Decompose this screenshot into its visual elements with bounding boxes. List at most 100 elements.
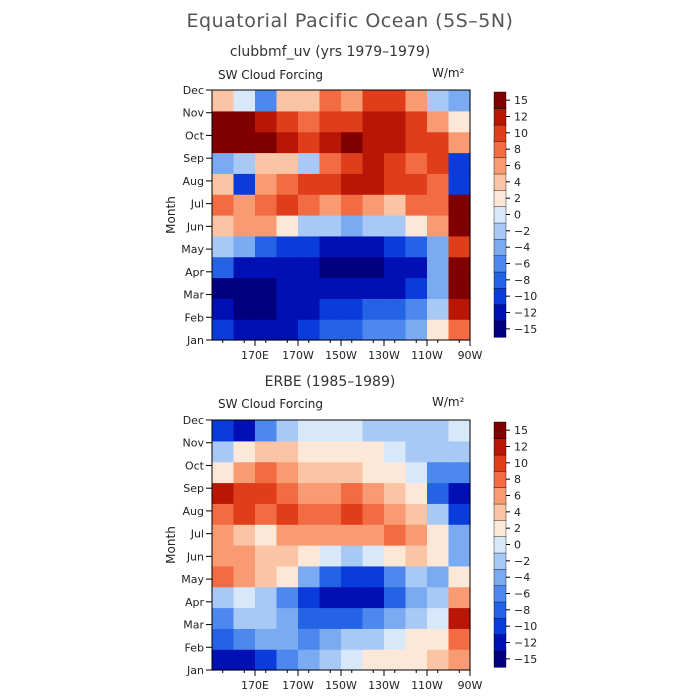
panel-1-cell xyxy=(405,194,428,216)
panel-1-cell xyxy=(319,152,342,174)
panel-1-x-tick-label: 130W xyxy=(368,349,400,362)
panel-2-cell xyxy=(448,440,471,463)
panel-2-cell xyxy=(319,649,342,671)
panel-2-cell xyxy=(276,482,299,504)
panel-1-cell xyxy=(276,215,299,237)
panel-1-cell xyxy=(276,90,299,112)
panel-1-cell xyxy=(233,152,256,174)
panel-2-cell xyxy=(448,482,471,504)
panel-2-cell xyxy=(319,545,342,567)
panel-2-y-tick-label: Dec xyxy=(183,414,204,427)
panel-2-colorbar-label: 4 xyxy=(514,506,521,519)
panel-2-colorbar-segment xyxy=(493,519,507,537)
panel-2-cell xyxy=(276,545,299,567)
panel-1-cell xyxy=(384,110,407,133)
panel-1-cell xyxy=(362,298,385,320)
panel-2-cell xyxy=(384,482,407,504)
panel-1-colorbar-segment xyxy=(493,255,507,273)
panel-1-cell xyxy=(448,319,471,341)
panel-1-cell xyxy=(448,90,471,112)
panel-1-cell xyxy=(384,235,407,258)
panel-1-cell xyxy=(255,277,278,299)
panel-1-cell xyxy=(362,152,385,174)
panel-1-y-tick-label: Dec xyxy=(183,84,204,97)
panel-1-cell xyxy=(255,319,278,341)
panel-1-cell xyxy=(298,277,321,299)
panel-1-cell xyxy=(341,215,364,237)
panel-2-cell xyxy=(298,461,321,484)
panel-1-cell xyxy=(233,131,256,154)
panel-2-cell xyxy=(405,440,428,463)
panel-2-cell xyxy=(255,440,278,463)
panel-1-colorbar-segment xyxy=(493,271,507,289)
panel-1-cell xyxy=(362,277,385,299)
panel-2-colorbar-label: 6 xyxy=(514,490,521,503)
panel-2-y-tick-label: Aug xyxy=(183,505,204,518)
panel-1-cell xyxy=(405,215,428,237)
panel-2-cell xyxy=(341,503,364,525)
panel-2-cell xyxy=(362,607,385,629)
panel-2-cell xyxy=(427,482,450,504)
panel-2-cell xyxy=(405,482,428,504)
panel-2-cell xyxy=(276,586,299,609)
panel-2-cell xyxy=(319,503,342,525)
panel-2-cell xyxy=(448,420,471,442)
panel-1-y-tick-label: Jan xyxy=(186,334,204,347)
panel-2-cell xyxy=(319,461,342,484)
panel-1-cell xyxy=(362,194,385,216)
panel-1-y-tick-label: Feb xyxy=(185,311,204,324)
panel-2-cell xyxy=(212,586,235,609)
panel-2-colorbar-label: 10 xyxy=(514,457,528,470)
panel-2-cell xyxy=(233,545,256,567)
panel-2-cell xyxy=(255,565,278,588)
panel-2-cell xyxy=(255,649,278,671)
panel-1-cell xyxy=(427,256,450,279)
panel-1-colorbar-segment xyxy=(493,140,507,158)
panel-1-colorbar-label: 6 xyxy=(514,160,521,173)
panel-2-cell xyxy=(362,420,385,442)
panel-1-cell xyxy=(362,235,385,258)
panel-1-cell xyxy=(341,110,364,133)
panel-1-cell xyxy=(298,298,321,320)
panel-1-colorbar-label: 10 xyxy=(514,127,528,140)
panel-2-cell xyxy=(298,628,321,650)
panel-2-cell xyxy=(319,586,342,609)
panel-1-cell xyxy=(405,235,428,258)
panel-2-colorbar-segment xyxy=(493,470,507,488)
panel-2-y-tick-label: Feb xyxy=(185,641,204,654)
panel-2-cell xyxy=(384,503,407,525)
panel-1-cell xyxy=(233,298,256,320)
panel-2-x-tick-label: 90W xyxy=(458,679,483,692)
panel-1-cell xyxy=(212,215,235,237)
panel-1-cell xyxy=(341,131,364,154)
panel-1-cell xyxy=(448,277,471,299)
panel-2-cell xyxy=(405,503,428,525)
panel-1-y-tick-label: Jun xyxy=(186,220,204,233)
panel-1-cell xyxy=(233,277,256,299)
panel-2-cell xyxy=(384,628,407,650)
panel-1-cell xyxy=(384,173,407,195)
panel-2-cell xyxy=(405,628,428,650)
panel-2-variable-label: SW Cloud Forcing xyxy=(218,397,324,411)
panel-2-y-tick-label: Apr xyxy=(185,596,205,609)
panel-1-cell xyxy=(276,319,299,341)
panel-2-cell xyxy=(319,440,342,463)
panel-1-colorbar-segment xyxy=(493,238,507,256)
panel-1-colorbar-segment xyxy=(493,287,507,305)
panel-1-colorbar-segment xyxy=(493,304,507,322)
panel-1-cell xyxy=(362,319,385,341)
panel-1-cell xyxy=(276,277,299,299)
panel-2-cell xyxy=(341,649,364,671)
panel-1-cell xyxy=(427,90,450,112)
panel-1-cell xyxy=(341,152,364,174)
panel-2-cell xyxy=(448,524,471,546)
panel-1-colorbar-label: 15 xyxy=(514,94,528,107)
panel-1-cell xyxy=(341,319,364,341)
panel-1-cell xyxy=(319,256,342,279)
panel-2-cell xyxy=(212,461,235,484)
panel-1-colorbar-label: 8 xyxy=(514,143,521,156)
panel-1-cell xyxy=(427,131,450,154)
panel-2-colorbar-label: −12 xyxy=(514,637,537,650)
panel-1-cell xyxy=(276,110,299,133)
panel-1-variable-label: SW Cloud Forcing xyxy=(218,68,324,82)
